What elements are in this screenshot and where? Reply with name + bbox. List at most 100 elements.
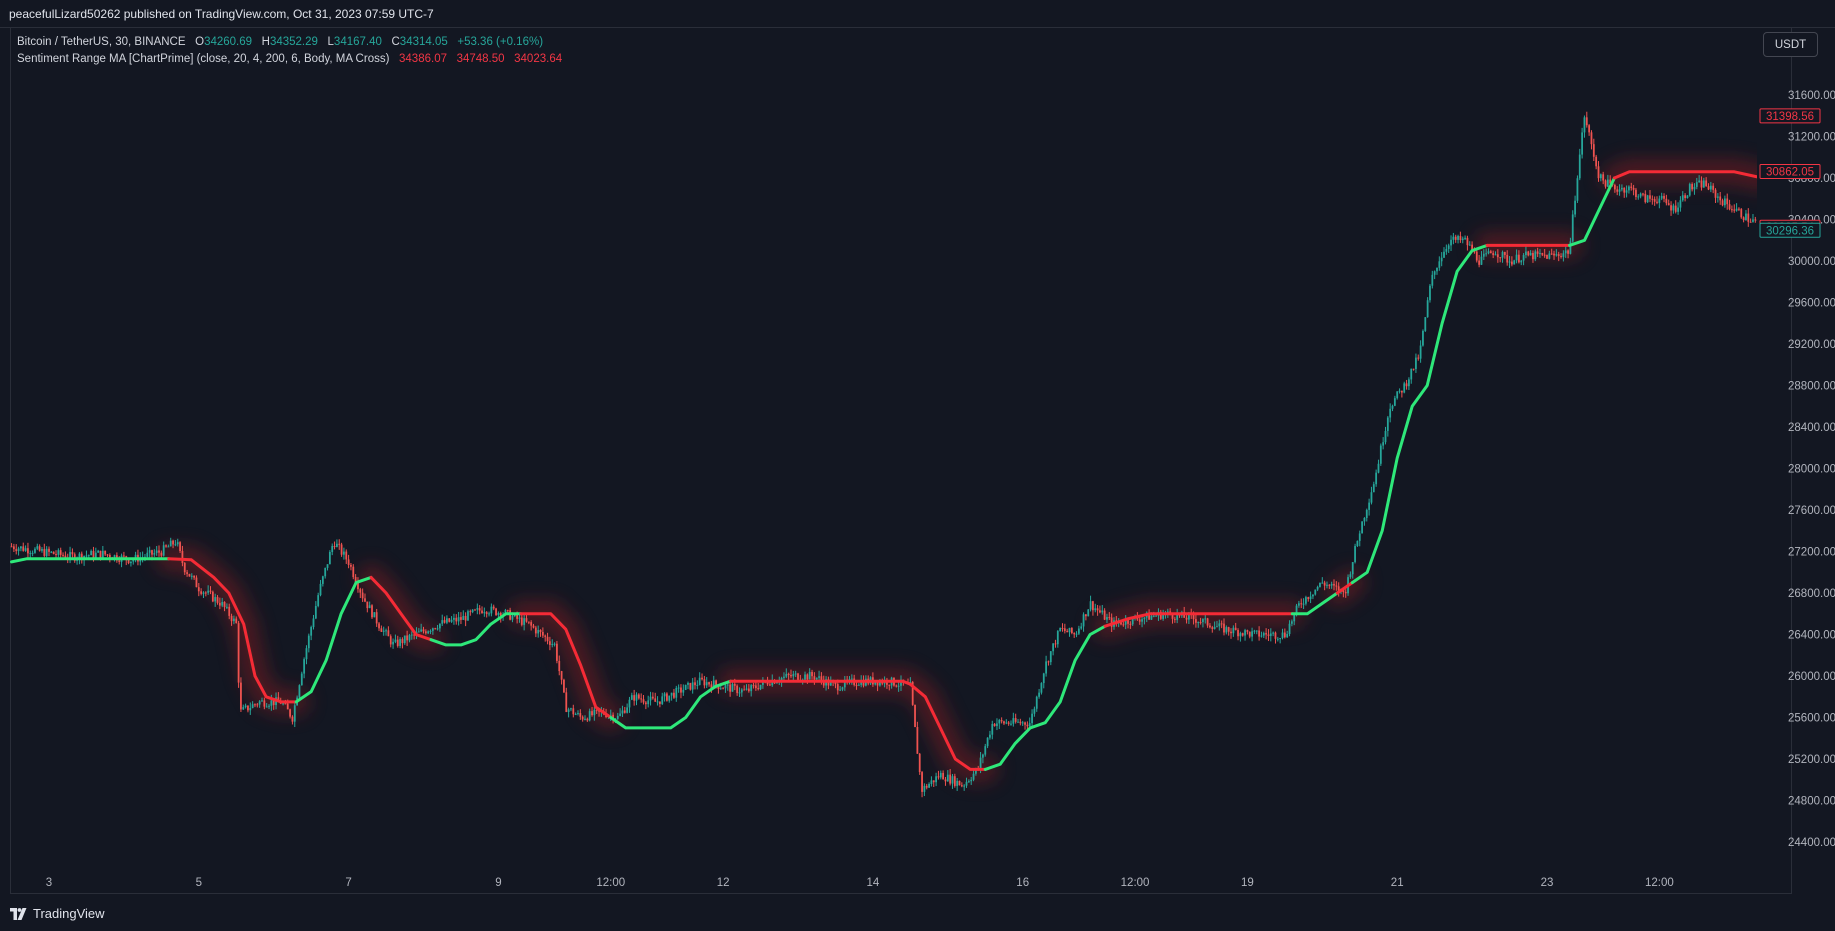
candle-body — [1349, 574, 1352, 578]
candle-body — [757, 688, 760, 690]
candle-body — [1187, 613, 1190, 620]
candle-body — [366, 601, 369, 609]
candle-body — [1269, 633, 1272, 636]
candle-body — [1742, 217, 1745, 221]
candle-body — [225, 606, 228, 608]
candle-body — [621, 710, 624, 714]
candle-body — [303, 659, 306, 674]
candle-body — [1723, 198, 1726, 206]
candle-body — [1148, 612, 1150, 620]
candle-body — [1553, 253, 1555, 256]
candle-body — [1738, 208, 1740, 210]
indicator-name[interactable]: Sentiment Range MA [ChartPrime] (close, … — [17, 53, 390, 65]
candle-body — [1024, 722, 1026, 725]
candle-body — [1707, 186, 1710, 190]
candle-body — [1412, 368, 1415, 370]
candle-body — [97, 550, 100, 553]
candle-body — [661, 696, 664, 704]
candle-body — [359, 589, 362, 593]
candle-body — [99, 550, 102, 558]
candle-body — [1045, 661, 1048, 674]
candle-body — [1354, 546, 1356, 563]
candle-body — [640, 698, 643, 700]
candle-body — [92, 550, 95, 558]
candle-body — [1358, 533, 1361, 541]
candle-body — [1386, 417, 1389, 431]
candle-body — [1152, 615, 1155, 617]
indicator-legend-row[interactable]: Sentiment Range MA [ChartPrime] (close, … — [17, 51, 562, 68]
candle-body — [57, 550, 60, 555]
candle-body — [200, 591, 203, 594]
indicator-value-2: 34748.50 — [456, 53, 505, 65]
candle-body — [1625, 190, 1628, 193]
candle-body — [1213, 626, 1216, 629]
candle-body — [1658, 198, 1661, 203]
candle-body — [1632, 187, 1635, 190]
candle-body — [1351, 562, 1354, 575]
candle-body — [532, 625, 535, 628]
candle-body — [31, 552, 34, 554]
candle-body — [1204, 618, 1207, 620]
tradingview-brand[interactable]: TradingView — [10, 906, 105, 921]
candle-body — [534, 627, 537, 634]
candle-body — [495, 608, 497, 615]
ma-line-bullish — [1568, 176, 1616, 247]
candle-body — [633, 695, 636, 701]
footer-bar — [0, 895, 1835, 931]
candle-body — [403, 635, 406, 644]
symbol-legend-row[interactable]: Bitcoin / TetherUS, 30, BINANCE O34260.6… — [17, 34, 562, 51]
ma-line-bearish — [519, 612, 613, 719]
candle-body — [380, 628, 383, 632]
time-axis-label: 16 — [1016, 877, 1029, 889]
candle-body — [1220, 623, 1223, 625]
candle-body — [1080, 626, 1083, 629]
candle-body — [345, 551, 348, 560]
candle-body — [127, 560, 130, 564]
candle-body — [591, 711, 593, 716]
candle-body — [1031, 713, 1033, 724]
candle-body — [446, 618, 448, 623]
candle-body — [525, 618, 528, 622]
candle-body — [1646, 195, 1649, 203]
price-axis-label: 27200.00 — [1788, 547, 1835, 559]
chart-frame[interactable] — [10, 27, 1792, 894]
symbol-name[interactable]: Bitcoin / TetherUS, 30, BINANCE — [17, 36, 186, 48]
candle-body — [1049, 651, 1052, 663]
candle-body — [357, 582, 359, 590]
candle-body — [642, 699, 645, 703]
candle-body — [567, 709, 570, 712]
candle-body — [595, 709, 598, 711]
candle-body — [584, 718, 586, 720]
candle-body — [1382, 442, 1385, 446]
candle-body — [1719, 196, 1722, 201]
candle-body — [204, 592, 207, 594]
candle-body — [958, 780, 961, 786]
time-axis-label: 9 — [495, 877, 501, 889]
candle-body — [1454, 236, 1457, 240]
candle-body — [1297, 603, 1300, 606]
candle-body — [586, 718, 589, 721]
candle-body — [752, 685, 755, 687]
candle-body — [385, 630, 387, 632]
candle-body — [558, 660, 561, 672]
candle-body — [176, 542, 179, 545]
candle-body — [29, 553, 32, 555]
candle-body — [1040, 683, 1043, 693]
candle-body — [1319, 582, 1321, 587]
candle-body — [565, 692, 568, 712]
ma-line-bearish — [167, 557, 298, 704]
candle-body — [36, 546, 39, 549]
candle-body — [1728, 204, 1731, 210]
candle-body — [101, 550, 104, 558]
candle-body — [162, 545, 165, 556]
candle-body — [719, 688, 722, 690]
candle-body — [146, 552, 149, 557]
candle-body — [623, 710, 626, 713]
candle-body — [766, 681, 769, 685]
candle-body — [1377, 463, 1380, 473]
candle-body — [815, 677, 818, 680]
candle-body — [1513, 260, 1516, 265]
candle-body — [1740, 209, 1743, 218]
currency-button[interactable]: USDT — [1763, 32, 1818, 57]
